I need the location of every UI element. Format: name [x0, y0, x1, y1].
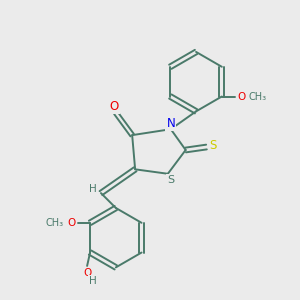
Text: CH₃: CH₃ [46, 218, 64, 228]
Text: H: H [89, 184, 97, 194]
Text: H: H [88, 276, 96, 286]
Text: S: S [209, 139, 217, 152]
Text: O: O [110, 100, 119, 113]
Text: S: S [167, 175, 174, 185]
Text: O: O [84, 268, 92, 278]
Text: CH₃: CH₃ [248, 92, 266, 101]
Text: O: O [238, 92, 246, 101]
Text: O: O [67, 218, 76, 228]
Text: N: N [167, 117, 175, 130]
